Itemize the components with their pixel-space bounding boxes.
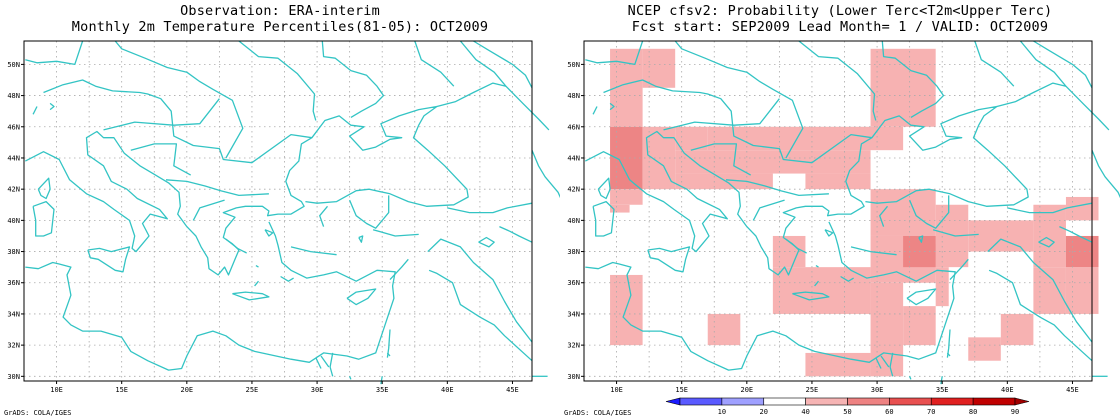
- lon-tick-label: 15E: [675, 386, 688, 394]
- lon-tick-label: 10E: [610, 386, 623, 394]
- lat-tick-label: 42N: [7, 186, 20, 194]
- lat-tick-label: 50N: [567, 61, 580, 69]
- observation-title: Observation: ERA-interim: [180, 3, 380, 19]
- colorbar-segment: [721, 397, 765, 406]
- lat-tick-label: 40N: [567, 217, 580, 225]
- lat-tick-label: 36N: [567, 279, 580, 287]
- lon-tick-label: 10E: [50, 386, 63, 394]
- lat-tick-label: 44N: [7, 154, 20, 162]
- lon-tick-label: 45E: [1066, 386, 1079, 394]
- map-frame: [583, 40, 1093, 382]
- forecast-map: 10E 15E 20E 25E 30E 35E 40E 45E 50N 48N 46N 44N 42N 4…: [567, 40, 1120, 416]
- lat-tick-label: 34N: [567, 310, 580, 318]
- probability-cell: [1000, 313, 1034, 346]
- lat-tick-label: 34N: [7, 310, 20, 318]
- lon-tick-label: 30E: [311, 386, 324, 394]
- probability-cell: [870, 189, 936, 236]
- observation-map: 10E 15E 20E 25E 30E 35E 40E 45E 50N 48N 46N 44N 42N 4…: [7, 40, 560, 394]
- colorbar-label: 10: [718, 408, 726, 416]
- lon-tick-label: 35E: [376, 386, 389, 394]
- probability-cell: [675, 150, 871, 174]
- lat-tick-label: 32N: [567, 342, 580, 350]
- probability-cell: [675, 126, 708, 151]
- coastlines: [25, 40, 560, 385]
- probability-cell: [610, 274, 643, 346]
- map-frame: [23, 40, 533, 382]
- colorbar-segment: [805, 397, 848, 406]
- lon-tick-label: 15E: [115, 386, 128, 394]
- probability-cell: [675, 173, 773, 190]
- colorbar-segment: [847, 397, 890, 406]
- colorbar-segment: [972, 397, 1016, 406]
- colorbar-segment: [763, 397, 806, 406]
- probability-cell: [1065, 196, 1099, 221]
- lat-tick-label: 30N: [7, 373, 20, 381]
- colorbar-label: 20: [760, 408, 768, 416]
- grid-lines: [24, 41, 532, 381]
- grads-credit: GrADS: COLA/IGES: [564, 409, 632, 417]
- probability-cell: [968, 220, 1034, 252]
- lon-tick-label: 30E: [871, 386, 884, 394]
- grads-credit: GrADS: COLA/IGES: [4, 409, 72, 417]
- lon-tick-label: 20E: [180, 386, 193, 394]
- colorbar-label: 60: [885, 408, 893, 416]
- probability-cell: [707, 126, 838, 151]
- probability-cell: [707, 313, 741, 346]
- colorbar-segment: [889, 397, 932, 406]
- probability-cell: [610, 189, 643, 205]
- coastlines: [585, 40, 1120, 385]
- probability-cell: [1033, 204, 1066, 268]
- lon-tick-label: 20E: [740, 386, 753, 394]
- probability-cell: [1065, 267, 1099, 314]
- lat-tick-label: 48N: [7, 92, 20, 100]
- lat-tick-label: 42N: [567, 186, 580, 194]
- observation-panel: Observation: ERA-interim Monthly 2m Temp…: [4, 3, 560, 417]
- observation-subtitle: Monthly 2m Temperature Percentiles(81-05…: [71, 19, 489, 35]
- probability-cell: [805, 352, 871, 377]
- colorbar-label: 50: [843, 408, 851, 416]
- colorbar-segment: [930, 397, 974, 406]
- lat-tick-label: 38N: [7, 248, 20, 256]
- colorbar-label: 40: [801, 408, 809, 416]
- probability-cell: [870, 282, 904, 377]
- lat-tick-label: 40N: [7, 217, 20, 225]
- probability-cell: [968, 337, 1001, 361]
- lon-tick-label: 45E: [506, 386, 519, 394]
- colorbar-label: 80: [969, 408, 977, 416]
- forecast-subtitle: Fcst start: SEP2009 Lead Month= 1 / VALI…: [631, 19, 1049, 35]
- lat-tick-label: 48N: [567, 92, 580, 100]
- lat-tick-label: 32N: [7, 342, 20, 350]
- forecast-title: NCEP cfsv2: Probability (Lower Terc<T2m<…: [627, 3, 1053, 19]
- forecast-panel: NCEP cfsv2: Probability (Lower Terc<T2m<…: [560, 0, 1120, 420]
- probability-cell: [805, 173, 871, 190]
- probability-cell: [903, 306, 936, 346]
- lon-tick-label: 35E: [936, 386, 949, 394]
- lat-tick-label: 36N: [7, 279, 20, 287]
- lat-tick-label: 38N: [567, 248, 580, 256]
- colorbar-label: 90: [1011, 408, 1019, 416]
- lat-tick-label: 30N: [567, 373, 580, 381]
- lon-tick-label: 40E: [1001, 386, 1014, 394]
- lat-tick-label: 46N: [567, 123, 580, 131]
- colorbar-segment: [665, 397, 681, 406]
- colorbar-label: 70: [927, 408, 935, 416]
- lon-tick-label: 40E: [441, 386, 454, 394]
- lat-tick-label: 44N: [567, 154, 580, 162]
- probability-cell: [1065, 235, 1099, 268]
- lat-tick-label: 50N: [7, 61, 20, 69]
- lon-tick-label: 25E: [246, 386, 259, 394]
- probability-cell: [642, 48, 676, 88]
- probability-cell: [610, 204, 630, 213]
- grid-lines: [584, 41, 1092, 381]
- probability-cell: [1033, 267, 1066, 314]
- probability-cell: [870, 48, 936, 127]
- lon-tick-label: 25E: [806, 386, 819, 394]
- lat-tick-label: 46N: [7, 123, 20, 131]
- colorbar-segment: [679, 397, 723, 406]
- colorbar-segment: [1014, 397, 1030, 406]
- colorbar: 10 20 40 50 60 70 80 90: [665, 397, 1030, 416]
